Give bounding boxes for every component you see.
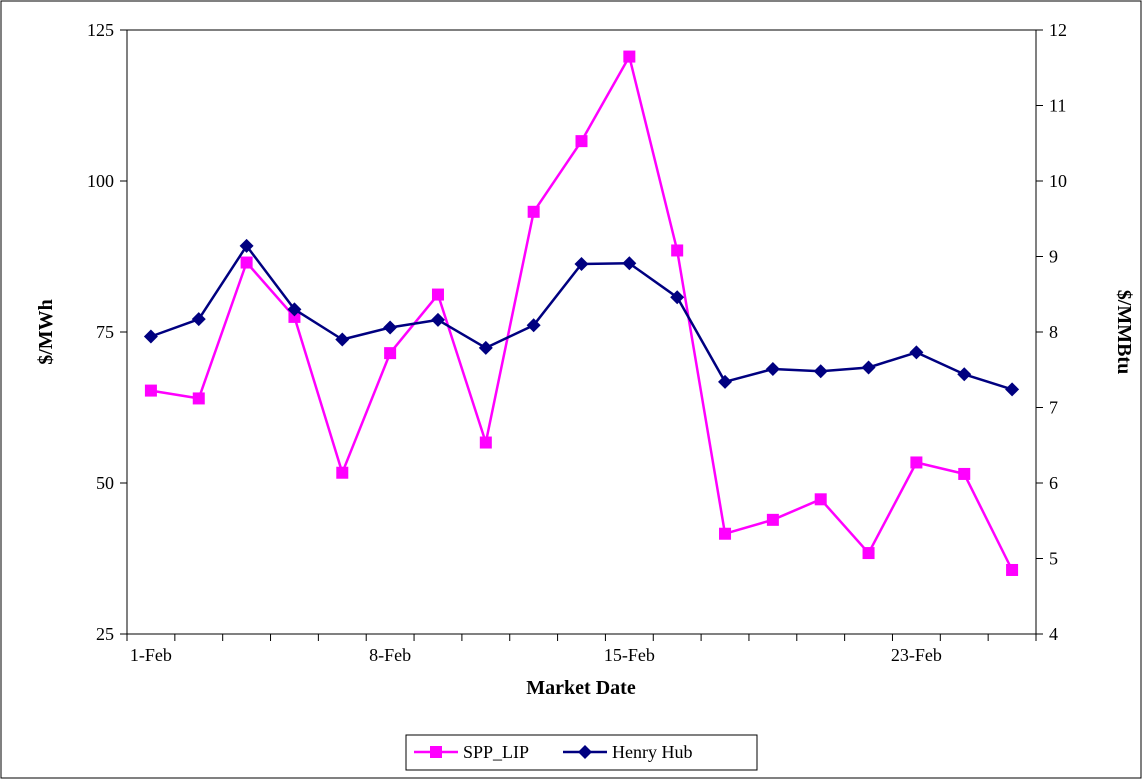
left-axis: 25 50 75 100 125 bbox=[87, 20, 127, 644]
y-left-tick-label: 75 bbox=[96, 322, 114, 342]
point-henry-hub bbox=[622, 256, 637, 271]
legend-item-henry-hub: Henry Hub bbox=[563, 742, 692, 762]
y-right-tick-label: 5 bbox=[1049, 549, 1058, 569]
point-spp-lip bbox=[527, 205, 540, 218]
point-henry-hub bbox=[1005, 382, 1020, 397]
point-spp-lip bbox=[192, 392, 205, 405]
y-left-tick-label: 25 bbox=[96, 624, 114, 644]
y-right-tick-label: 7 bbox=[1049, 398, 1058, 418]
point-spp-lip bbox=[719, 527, 732, 540]
legend: SPP_LIP Henry Hub bbox=[405, 734, 758, 771]
point-henry-hub bbox=[861, 360, 876, 375]
x-tick-label: 23-Feb bbox=[891, 645, 942, 665]
point-henry-hub bbox=[335, 332, 350, 347]
point-spp-lip bbox=[240, 256, 253, 269]
x-tick-label: 15-Feb bbox=[604, 645, 655, 665]
y-right-tick-label: 8 bbox=[1049, 322, 1058, 342]
x-axis: 1-Feb 8-Feb 15-Feb 23-Feb bbox=[126, 634, 1037, 665]
x-tick-label: 8-Feb bbox=[369, 645, 411, 665]
point-spp-lip bbox=[862, 547, 875, 560]
point-spp-lip bbox=[671, 244, 684, 257]
series-henry-hub bbox=[143, 238, 1020, 397]
point-spp-lip bbox=[958, 467, 971, 480]
y-right-tick-label: 10 bbox=[1049, 171, 1067, 191]
point-henry-hub bbox=[143, 329, 158, 344]
legend-item-spp-lip: SPP_LIP bbox=[414, 742, 529, 762]
point-henry-hub bbox=[478, 340, 493, 355]
point-spp-lip bbox=[766, 513, 779, 526]
legend-label-henry-hub: Henry Hub bbox=[612, 742, 692, 762]
point-henry-hub bbox=[813, 364, 828, 379]
point-henry-hub bbox=[909, 345, 924, 360]
point-spp-lip bbox=[814, 493, 827, 506]
legend-label-spp-lip: SPP_LIP bbox=[463, 742, 529, 762]
x-axis-title: Market Date bbox=[526, 677, 636, 699]
y-right-tick-label: 9 bbox=[1049, 247, 1058, 267]
point-spp-lip bbox=[479, 436, 492, 449]
point-henry-hub bbox=[287, 302, 302, 317]
y-right-tick-label: 6 bbox=[1049, 473, 1058, 493]
y-left-tick-label: 50 bbox=[96, 473, 114, 493]
point-henry-hub bbox=[239, 238, 254, 253]
y-right-tick-label: 4 bbox=[1049, 624, 1058, 644]
point-spp-lip bbox=[288, 310, 301, 323]
point-spp-lip bbox=[336, 466, 349, 479]
right-axis: 4 5 6 7 8 9 10 11 12 bbox=[1036, 20, 1067, 644]
y-left-tick-label: 125 bbox=[87, 20, 114, 40]
y-right-tick-label: 12 bbox=[1049, 20, 1067, 40]
point-henry-hub bbox=[526, 318, 541, 333]
point-spp-lip bbox=[144, 384, 157, 397]
series-layer bbox=[143, 50, 1020, 576]
point-henry-hub bbox=[383, 320, 398, 335]
y-left-axis-title: $/MWh bbox=[35, 299, 57, 365]
y-right-tick-label: 11 bbox=[1049, 96, 1066, 116]
point-henry-hub bbox=[957, 367, 972, 382]
point-henry-hub bbox=[718, 374, 733, 389]
y-right-axis-title: $/MMBtu bbox=[1113, 290, 1135, 374]
x-tick-label: 1-Feb bbox=[130, 645, 172, 665]
point-spp-lip bbox=[623, 50, 636, 63]
point-spp-lip bbox=[384, 347, 397, 360]
point-henry-hub bbox=[430, 312, 445, 327]
point-henry-hub bbox=[765, 361, 780, 376]
point-henry-hub bbox=[191, 312, 206, 327]
point-spp-lip bbox=[575, 135, 588, 148]
series-spp-lip bbox=[144, 50, 1019, 576]
point-henry-hub bbox=[574, 257, 589, 272]
point-spp-lip bbox=[910, 456, 923, 469]
point-spp-lip bbox=[431, 288, 444, 301]
y-left-tick-label: 100 bbox=[87, 171, 114, 191]
point-spp-lip bbox=[1006, 563, 1019, 576]
point-henry-hub bbox=[670, 290, 685, 305]
